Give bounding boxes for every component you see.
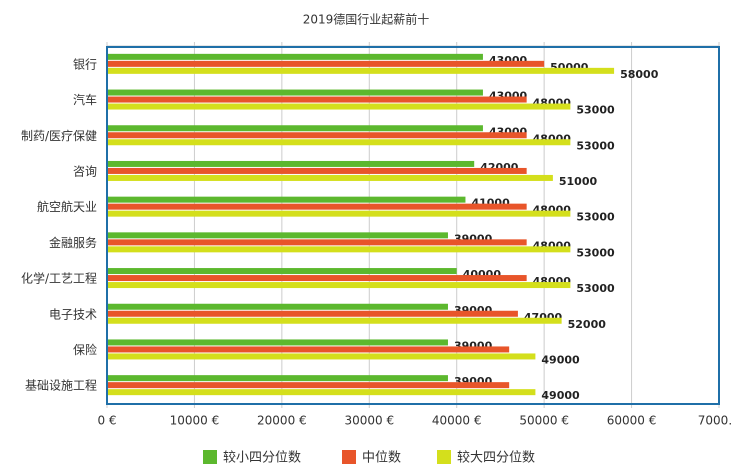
x-tick-label: 10000 €: [170, 414, 220, 428]
value-label: 53000: [576, 104, 615, 117]
bar: [107, 60, 545, 67]
y-tick-label: 银行: [73, 57, 97, 71]
bar: [107, 389, 536, 396]
bar: [107, 232, 448, 239]
chart-title: 2019德国行业起薪前十: [303, 12, 430, 27]
bar: [107, 375, 448, 382]
bar: [107, 246, 571, 253]
value-label: 51000: [559, 175, 598, 188]
bar: [107, 67, 615, 74]
bar: [107, 203, 527, 210]
bar: [107, 339, 448, 346]
x-tick-label: 0 €: [97, 414, 116, 428]
bar: [107, 125, 483, 132]
legend-label: 中位数: [362, 451, 401, 466]
x-tick-label: 7000…: [698, 414, 733, 428]
x-tick-label: 30000 €: [344, 414, 394, 428]
bar: [107, 353, 536, 360]
bar: [107, 196, 466, 203]
y-tick-label: 化学/工艺工程: [21, 271, 97, 286]
legend-swatch: [437, 450, 451, 464]
legend-swatch: [203, 450, 217, 464]
bar: [107, 53, 483, 60]
y-tick-label: 保险: [73, 342, 97, 357]
y-tick-label: 汽车: [73, 92, 97, 107]
bar: [107, 167, 527, 174]
bar: [107, 239, 527, 246]
bar: [107, 282, 571, 289]
bar: [107, 132, 527, 139]
x-tick-label: 40000 €: [432, 414, 482, 428]
value-label: 53000: [576, 211, 615, 224]
y-tick-label: 制药/医疗保健: [21, 129, 97, 143]
x-tick-label: 60000 €: [607, 414, 657, 428]
legend-label: 较大四分位数: [457, 451, 535, 466]
value-label: 49000: [541, 353, 580, 366]
y-tick-label: 基础设施工程: [25, 378, 97, 393]
bar: [107, 317, 562, 324]
x-tick-label: 50000 €: [519, 414, 569, 428]
bar: [107, 210, 571, 217]
value-label: 58000: [620, 68, 659, 81]
value-label: 52000: [568, 318, 607, 331]
bar: [107, 268, 457, 275]
bar: [107, 89, 483, 96]
y-tick-label: 金融服务: [49, 235, 97, 250]
legend-swatch: [342, 450, 356, 464]
value-label: 53000: [576, 282, 615, 295]
bar: [107, 160, 475, 167]
legend-label: 较小四分位数: [223, 451, 301, 466]
x-tick-label: 20000 €: [257, 414, 307, 428]
bar: [107, 103, 571, 110]
y-tick-label: 航空航天业: [37, 199, 97, 214]
value-label: 53000: [576, 246, 615, 259]
bar: [107, 303, 448, 310]
value-label: 49000: [541, 389, 580, 402]
bar: [107, 346, 510, 353]
bar: [107, 139, 571, 146]
bar: [107, 382, 510, 389]
bar: [107, 275, 527, 282]
y-tick-label: 电子技术: [49, 307, 97, 321]
value-label: 53000: [576, 139, 615, 152]
plot-frame: [106, 46, 720, 405]
bar: [107, 96, 527, 103]
bar: [107, 174, 553, 181]
y-tick-label: 咨询: [73, 163, 97, 178]
bar: [107, 310, 518, 317]
